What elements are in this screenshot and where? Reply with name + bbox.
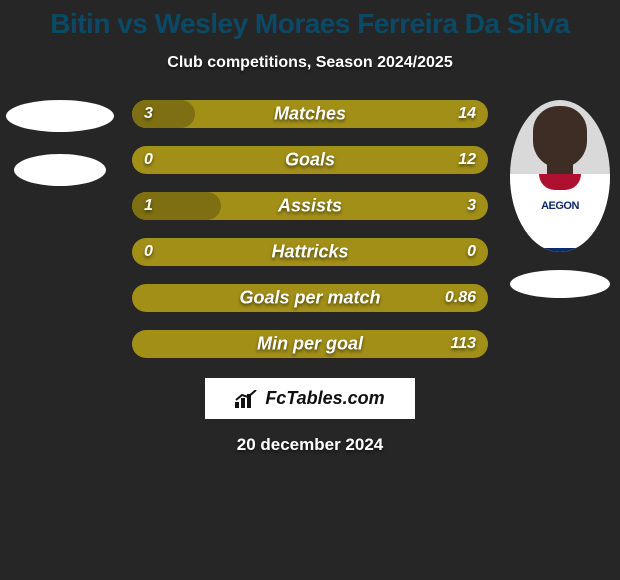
jersey-collar: [539, 174, 581, 190]
brand-text: FcTables.com: [265, 388, 384, 409]
stat-label: Assists: [278, 196, 342, 217]
stat-value-left: 0: [144, 151, 153, 169]
stat-value-right: 3: [467, 197, 476, 215]
content: AEGON 3 Matches 14 0 Goals 12 1 Assists 3 0 Hattri…: [0, 100, 620, 358]
player-jersey: AEGON: [510, 174, 610, 252]
stat-value-left: 3: [144, 105, 153, 123]
stat-row: 1 Assists 3: [132, 192, 488, 220]
stat-label: Hattricks: [271, 242, 348, 263]
footer: FcTables.com 20 december 2024: [0, 378, 620, 455]
stat-value-left: 0: [144, 243, 153, 261]
stat-value-right: 14: [458, 105, 476, 123]
jersey-sponsor: AEGON: [541, 200, 579, 212]
stat-label: Goals: [285, 150, 335, 171]
stat-value-right: 113: [450, 335, 476, 353]
date-text: 20 december 2024: [237, 435, 384, 455]
stat-value-right: 0.86: [445, 289, 476, 307]
stat-row: Min per goal 113: [132, 330, 488, 358]
player-right-column: AEGON: [500, 100, 620, 298]
stat-row: 0 Hattricks 0: [132, 238, 488, 266]
player-face: [533, 106, 587, 168]
player-photo: AEGON: [510, 100, 610, 252]
stat-label: Min per goal: [257, 334, 363, 355]
comparison-card: Bitin vs Wesley Moraes Ferreira Da Silva…: [0, 0, 620, 580]
stat-row: 3 Matches 14: [132, 100, 488, 128]
placeholder-ellipse: [6, 100, 114, 132]
jersey-stripe: [510, 248, 610, 252]
bar-fill-left: [132, 100, 195, 128]
stat-label: Goals per match: [239, 288, 380, 309]
player-left-column: [0, 100, 120, 186]
placeholder-ellipse: [14, 154, 106, 186]
stat-label: Matches: [274, 104, 346, 125]
chart-icon: [235, 390, 257, 408]
brand-badge[interactable]: FcTables.com: [205, 378, 414, 419]
page-title: Bitin vs Wesley Moraes Ferreira Da Silva: [0, 0, 620, 40]
stat-row: Goals per match 0.86: [132, 284, 488, 312]
stat-value-right: 0: [467, 243, 476, 261]
stat-row: 0 Goals 12: [132, 146, 488, 174]
subtitle: Club competitions, Season 2024/2025: [0, 54, 620, 72]
placeholder-ellipse: [510, 270, 610, 298]
stat-bars: 3 Matches 14 0 Goals 12 1 Assists 3 0 Hattricks 0 Go…: [132, 100, 488, 358]
stat-value-left: 1: [144, 197, 153, 215]
stat-value-right: 12: [458, 151, 476, 169]
